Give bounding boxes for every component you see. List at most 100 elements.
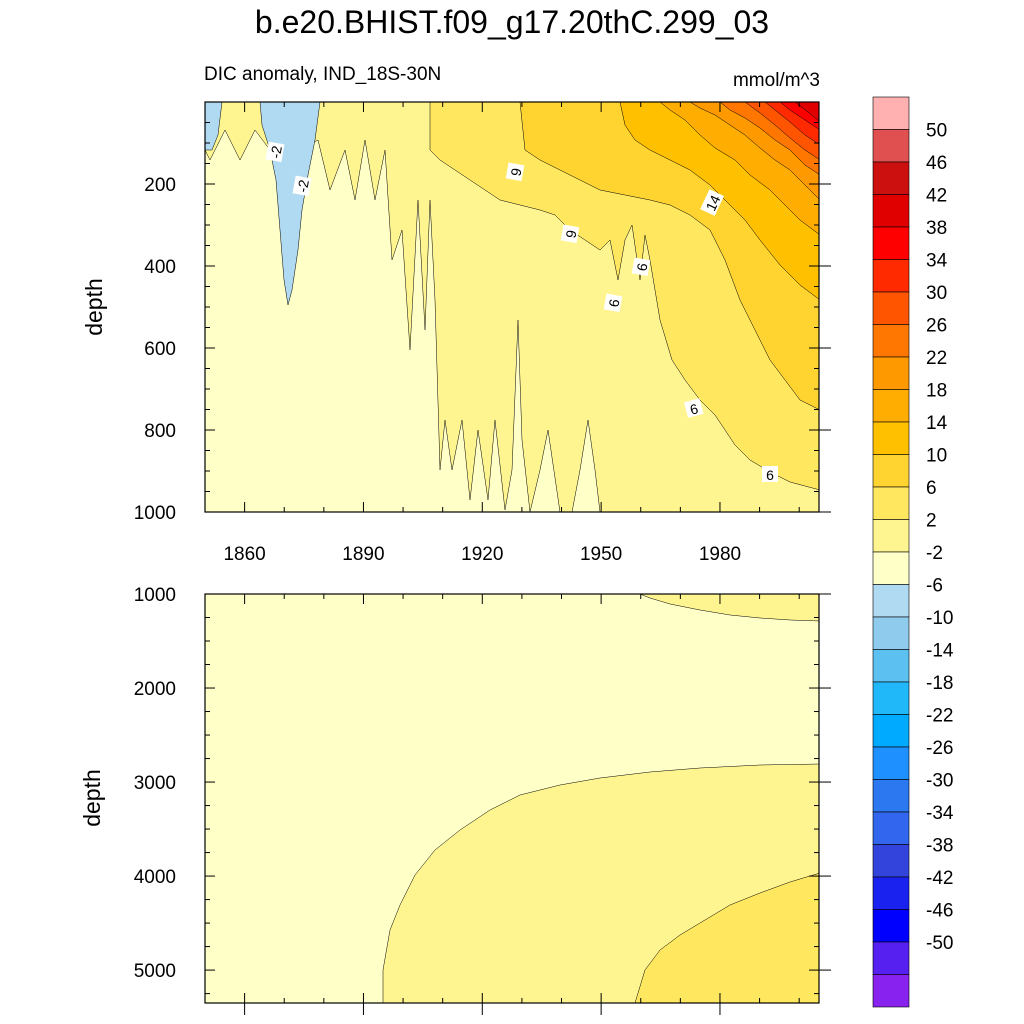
colorbar-swatch [872,941,910,975]
units-label: mmol/m^3 [732,70,820,91]
chart-title: b.e20.BHIST.f09_g17.20thC.299_03 [254,4,770,40]
colorbar-label: -6 [926,576,943,597]
svg-text:6: 6 [766,467,774,483]
colorbar-swatch [872,291,910,325]
contour-label: 6 [631,257,651,277]
colorbar-swatch [872,519,910,553]
colorbar-label: -2 [926,543,943,564]
svg-text:6: 6 [633,262,650,273]
colorbar-label: -42 [926,868,953,889]
colorbar-label: 30 [926,283,947,304]
lower-band-2-6-top [639,594,819,622]
colorbar-label: 6 [926,478,937,499]
y-tick-label: 2000 [134,679,176,700]
colorbar: 50 46 42 38 34 30 26 22 18 14 10 6 2 -2 -6 -10 -14 -18 -22… [872,96,954,1008]
upper-negative-region-left [205,102,223,151]
colorbar-swatch [872,161,910,195]
colorbar-label: -22 [926,706,953,727]
colorbar-label: 42 [926,186,947,207]
contour-label: 6 [683,398,704,418]
contour-label: -2 [292,175,312,197]
y-tick-label: 800 [144,421,176,442]
colorbar-swatch [872,876,910,910]
colorbar-label: 2 [926,511,937,532]
colorbar-label: 50 [926,121,947,142]
x-tick-label: 1920 [461,544,503,565]
colorbar-swatch [872,681,910,715]
contour-label: 14 [700,189,724,216]
colorbar-swatch [872,551,910,585]
svg-text:-2: -2 [267,144,285,159]
colorbar-swatch [872,226,910,260]
colorbar-swatch [872,194,910,228]
colorbar-swatch [872,421,910,455]
colorbar-label: -30 [926,771,953,792]
upper-y-axis-title: depth [81,278,107,336]
colorbar-swatch [872,584,910,618]
x-tick-label: 1860 [223,544,265,565]
svg-text:9: 9 [562,229,579,240]
lower-band-6-10-deep [634,873,819,1003]
colorbar-label: -50 [926,933,953,954]
colorbar-label: -26 [926,738,953,759]
colorbar-swatch [872,649,910,683]
colorbar-swatch [872,129,910,163]
y-tick-label: 4000 [134,867,176,888]
axes: 1860 1890 1920 1950 1980 200 400 600 800 1000 1000… [134,101,831,1015]
svg-text:-2: -2 [294,178,312,193]
svg-text:6: 6 [688,400,700,418]
lower-panel-frame [204,593,820,1004]
colorbar-label: -34 [926,803,954,824]
colorbar-label: -10 [926,608,953,629]
colorbar-swatch [872,779,910,813]
colorbar-label: 10 [926,446,947,467]
colorbar-swatch [872,974,910,1008]
colorbar-swatch [872,844,910,878]
colorbar-label: 18 [926,381,947,402]
colorbar-swatch [872,486,910,520]
chart-subtitle: DIC anomaly, IND_18S-30N [204,64,442,85]
y-tick-label: 1000 [134,585,176,606]
y-tick-label: 200 [144,175,176,196]
colorbar-label: -14 [926,641,954,662]
contour-label: 6 [762,466,778,483]
contour-label: 6 [603,293,623,313]
colorbar-swatch [872,909,910,943]
colorbar-swatch [872,714,910,748]
colorbar-label: -18 [926,673,953,694]
colorbar-label: -46 [926,901,953,922]
colorbar-swatch [872,389,910,423]
colorbar-label: 22 [926,348,947,369]
colorbar-swatch [872,616,910,650]
colorbar-swatch [872,454,910,488]
upper-band-42-46 [794,102,819,122]
contour-labels: -2 -2 9 9 6 6 14 6 6 [265,141,778,483]
colorbar-swatch [872,96,910,130]
lower-panel-field [205,594,819,1003]
x-tick-label: 1980 [699,544,741,565]
upper-panel-field [205,102,819,512]
colorbar-swatch [872,259,910,293]
y-tick-label: 5000 [134,961,176,982]
lower-y-axis-title: depth [79,769,105,827]
colorbar-swatch [872,324,910,358]
y-tick-label: 1000 [134,503,176,524]
colorbar-label: 34 [926,251,948,272]
y-tick-label: 3000 [134,773,176,794]
colorbar-label: 38 [926,218,947,239]
x-tick-label: 1950 [580,544,622,565]
contour-label: 9 [560,224,580,244]
contour-label: 9 [505,162,525,182]
colorbar-swatch [872,811,910,845]
svg-text:6: 6 [605,298,622,309]
colorbar-label: 14 [926,413,948,434]
colorbar-label: 46 [926,153,947,174]
colorbar-label: -38 [926,836,953,857]
colorbar-swatch [872,746,910,780]
svg-text:14: 14 [702,192,723,213]
y-tick-label: 400 [144,257,176,278]
y-tick-label: 600 [144,339,176,360]
x-tick-label: 1890 [342,544,384,565]
svg-text:9: 9 [507,167,524,178]
